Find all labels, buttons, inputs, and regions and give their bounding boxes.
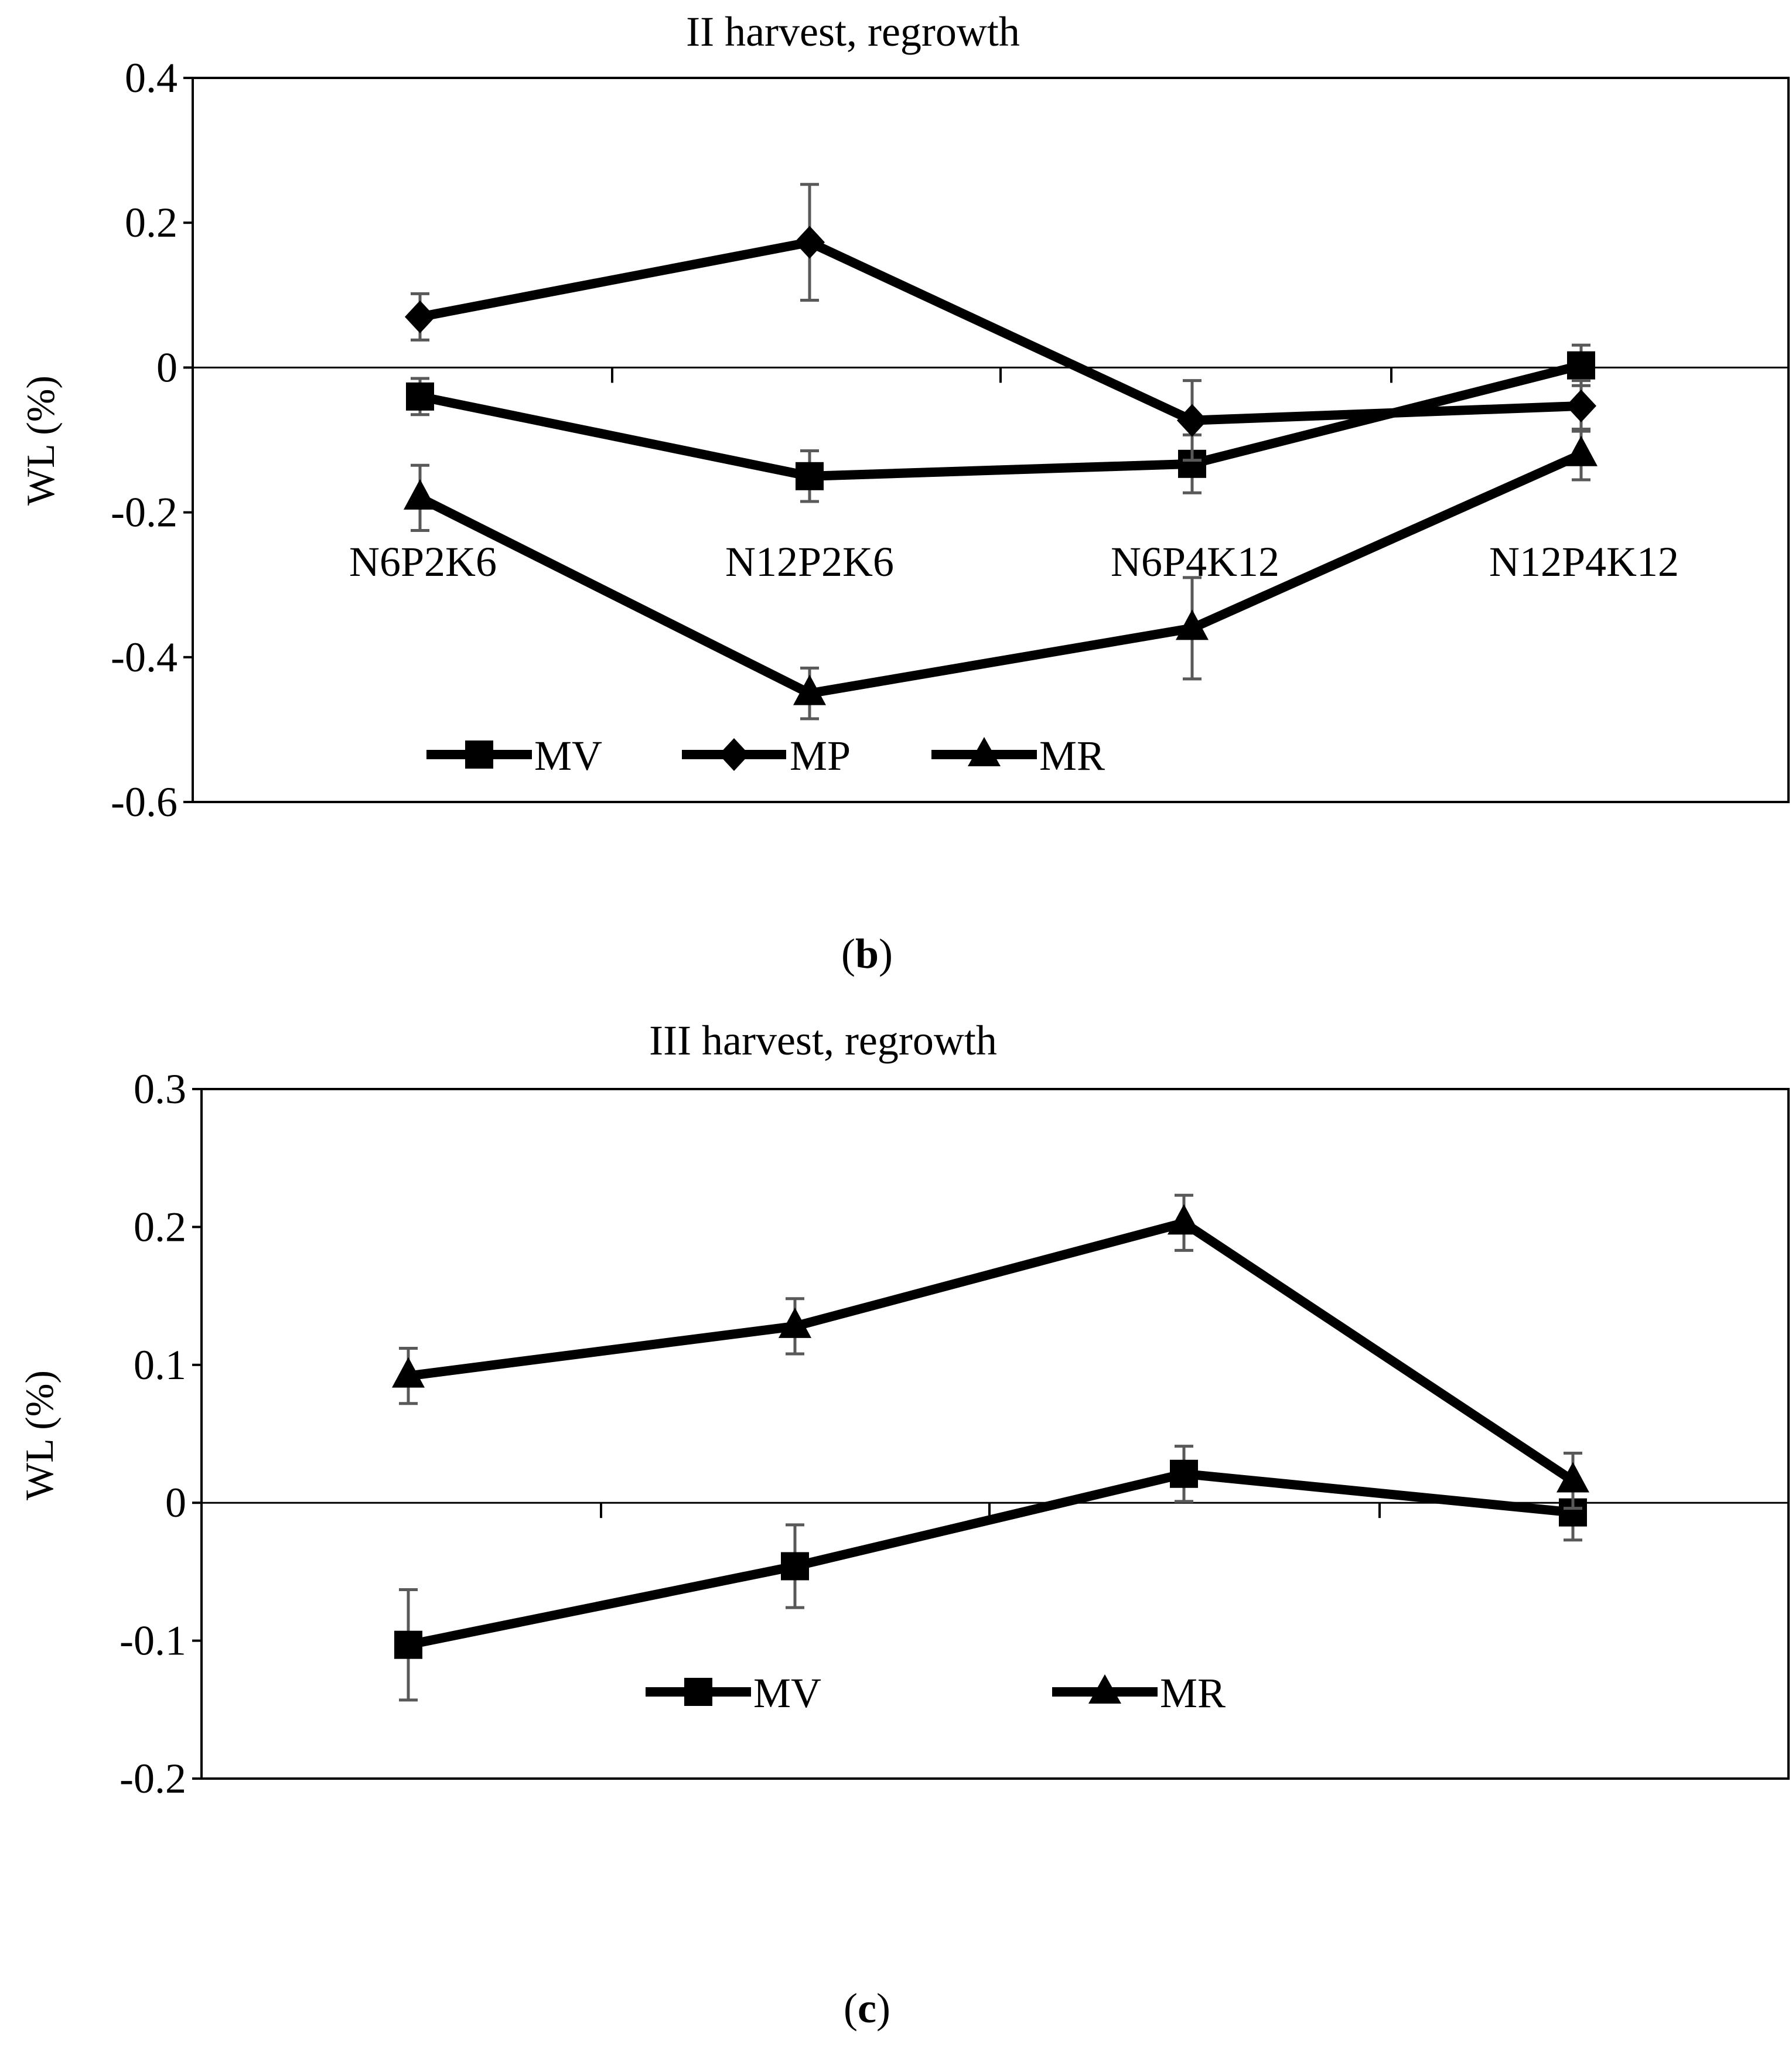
x-category-label: N6P2K6	[349, 538, 497, 585]
data-point-mr	[793, 674, 826, 705]
chart-panel-c: III harvest, regrowth 0.3 0.2 0.1 0 -0.1…	[17, 1017, 1790, 2032]
data-series-group	[404, 183, 1598, 721]
legend-label-mv: MV	[534, 732, 602, 779]
legend-label-mr: MR	[1039, 732, 1105, 779]
chart-panel-b: II harvest, regrowth 0.4 0.2 0 -0.2 -0.4…	[18, 8, 1790, 977]
y-tick-label: -0.4	[111, 634, 178, 681]
caption-paren-open: (	[844, 1985, 858, 2032]
square-marker-icon	[684, 1678, 712, 1706]
y-tick-label: 0.1	[134, 1342, 186, 1388]
panel-caption-c: (c)	[844, 1985, 890, 2032]
series-mp	[405, 183, 1596, 462]
y-tick-label: -0.6	[111, 779, 178, 825]
legend: MV MP MR	[426, 732, 1105, 779]
plot-area-frame	[200, 1088, 1790, 1780]
legend-item-mv: MV	[426, 732, 602, 779]
y-axis-ticks	[192, 1088, 202, 1780]
legend-label-mp: MP	[790, 732, 851, 779]
data-point-mv	[781, 1552, 809, 1581]
y-tick-label: -0.1	[120, 1617, 186, 1664]
data-point-mv	[1567, 351, 1595, 380]
x-category-label: N12P2K6	[725, 538, 894, 585]
y-axis-tick-labels: 0.3 0.2 0.1 0 -0.1 -0.2	[120, 1066, 186, 1802]
data-point-mr	[404, 479, 436, 510]
y-axis-label: WL (%)	[17, 1370, 62, 1500]
chart-title: III harvest, regrowth	[649, 1017, 997, 1064]
data-point-mr	[1565, 435, 1598, 466]
legend-item-mr: MR	[1052, 1670, 1226, 1716]
y-tick-label: 0.2	[125, 199, 178, 246]
caption-letter: b	[855, 930, 879, 977]
y-tick-label: -0.2	[111, 489, 178, 536]
y-tick-label: 0.2	[134, 1203, 186, 1250]
y-tick-label: 0	[156, 344, 178, 391]
data-point-mp	[794, 226, 825, 259]
legend-item-mp: MP	[682, 732, 851, 779]
caption-letter: c	[858, 1985, 876, 2032]
data-point-mr	[779, 1307, 811, 1338]
series-line-mr	[404, 1218, 1578, 1486]
data-point-mr	[1176, 609, 1209, 640]
diamond-marker-icon	[719, 738, 749, 771]
y-axis-label: WL (%)	[18, 376, 63, 506]
x-category-label: N12P4K12	[1489, 538, 1679, 585]
panel-caption-b: (b)	[841, 930, 893, 977]
legend: MV MR	[646, 1670, 1226, 1716]
y-tick-label: -0.2	[120, 1755, 186, 1802]
y-tick-label: 0.3	[134, 1066, 186, 1112]
series-mv	[394, 1445, 1587, 1702]
y-tick-label: 0	[165, 1479, 186, 1526]
data-point-mr	[392, 1357, 425, 1388]
series-line-mr	[415, 449, 1586, 698]
data-point-mv	[796, 462, 824, 490]
data-point-mp	[405, 300, 435, 333]
caption-paren-close: )	[879, 930, 893, 977]
caption-paren-close: )	[876, 1985, 890, 2032]
series-line-mp	[415, 237, 1586, 425]
data-series-group	[392, 1193, 1589, 1702]
legend-label-mv: MV	[753, 1670, 821, 1716]
legend-item-mr: MR	[931, 732, 1105, 779]
data-point-mv	[1170, 1459, 1198, 1488]
triangle-marker-icon	[1088, 1674, 1121, 1704]
caption-paren-open: (	[841, 930, 855, 977]
legend-item-mv: MV	[646, 1670, 821, 1716]
data-point-mv	[394, 1630, 422, 1659]
plot-area-frame	[192, 77, 1790, 803]
series-mr	[392, 1193, 1589, 1510]
x-axis-category-labels: N6P2K6 N12P2K6 N6P4K12 N12P4K12	[349, 538, 1679, 585]
y-tick-label: 0.4	[125, 54, 178, 101]
data-point-mr	[1557, 1462, 1589, 1493]
series-mr	[404, 427, 1598, 721]
data-point-mv	[406, 382, 434, 411]
data-point-mp	[1177, 404, 1207, 437]
y-axis-ticks	[183, 77, 193, 803]
series-line-mv	[404, 1469, 1578, 1650]
y-axis-tick-labels: 0.4 0.2 0 -0.2 -0.4 -0.6	[111, 54, 178, 825]
chart-title: II harvest, regrowth	[686, 8, 1020, 55]
square-marker-icon	[465, 740, 493, 769]
data-point-mp	[1566, 389, 1596, 422]
data-point-mr	[1168, 1204, 1200, 1235]
legend-label-mr: MR	[1160, 1670, 1226, 1716]
triangle-marker-icon	[968, 737, 1001, 766]
x-axis-ticks	[611, 367, 1392, 383]
